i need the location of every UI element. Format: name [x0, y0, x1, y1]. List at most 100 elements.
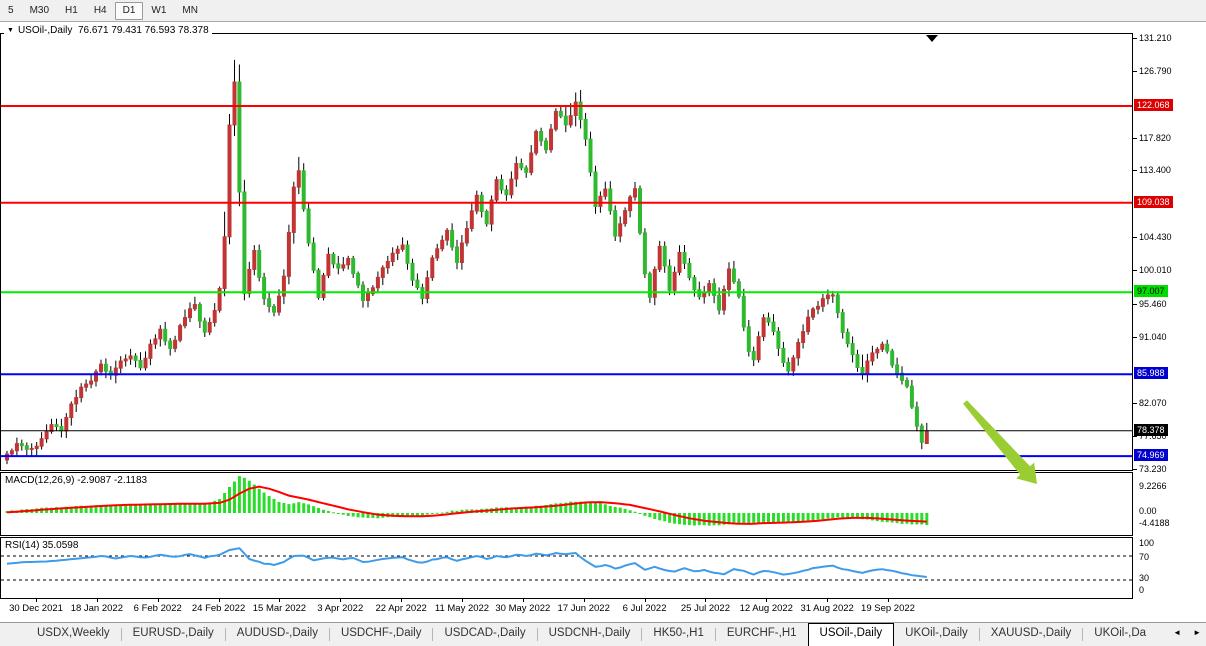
date-tick-label: 3 Apr 2022 [317, 603, 364, 614]
price-tick-mark [1133, 269, 1137, 271]
chart-ohlc-values: 76.671 79.431 76.593 78.378 [77, 25, 209, 36]
price-chart-canvas[interactable] [1, 34, 1132, 470]
tab-separator [328, 628, 330, 641]
chart-shift-marker-icon [926, 35, 938, 42]
hline-price-label: 85.988 [1134, 367, 1168, 380]
rsi-canvas[interactable] [1, 538, 1132, 598]
date-tick-label: 24 Feb 2022 [191, 603, 246, 614]
price-tick-label: 95.460 [1139, 298, 1167, 309]
tab-separator [432, 628, 434, 641]
date-tick-mark [887, 599, 889, 602]
current-price-label: 78.378 [1134, 423, 1168, 436]
timeframe-button-h4[interactable]: H4 [93, 4, 107, 16]
symbol-tab-hk50-h1[interactable]: HK50-,H1 [653, 627, 704, 639]
macd-axis-label: 0.00 [1139, 506, 1157, 516]
price-pane[interactable] [0, 33, 1133, 471]
timeframe-button-h1[interactable]: H1 [65, 4, 78, 16]
date-tick-mark [218, 599, 220, 602]
price-tick-label: 117.820 [1139, 132, 1171, 143]
price-tick-mark [1133, 38, 1137, 39]
macd-label: MACD(12,26,9) -2.9087 -2.1183 [5, 475, 148, 486]
date-tick-mark [36, 599, 37, 602]
rsi-axis-label: 70 [1139, 552, 1150, 562]
timeframe-button-w1[interactable]: W1 [151, 4, 167, 16]
date-tick-mark [340, 599, 342, 602]
price-axis[interactable]: 131.210 126.790 117.820 113.400 104.430 100.0… [1133, 22, 1206, 599]
price-tick-label: 73.230 [1139, 464, 1167, 475]
price-tick-mark [1133, 469, 1137, 471]
date-tick-label: 19 Sep 2022 [861, 603, 915, 614]
date-tick-mark [461, 599, 463, 602]
price-tick-label: 126.790 [1139, 65, 1172, 76]
symbol-tabbar: USDX,Weekly EURUSD-,Daily AUDUSD-,Daily USD… [0, 622, 1206, 646]
date-tick-mark [644, 599, 646, 602]
price-tick-mark [1133, 70, 1137, 72]
rsi-pane[interactable]: RSI(14) 35.0598 [0, 537, 1133, 599]
macd-axis-label: 9.2266 [1139, 481, 1167, 491]
price-tick-mark [1133, 336, 1137, 338]
price-tick-label: 82.070 [1139, 398, 1167, 409]
timeframe-button-5[interactable]: 5 [8, 4, 14, 16]
tab-separator [536, 628, 538, 641]
macd-pane[interactable]: MACD(12,26,9) -2.9087 -2.1183 [0, 472, 1133, 536]
price-tick-label: 131.210 [1139, 33, 1172, 43]
price-tick-mark [1133, 436, 1137, 438]
rsi-axis-label: 30 [1139, 573, 1150, 583]
hline-price-label: 74.969 [1134, 449, 1168, 462]
price-tick-mark [1133, 403, 1137, 405]
symbol-tab-usoil-daily[interactable]: USOil-,Daily [807, 623, 895, 646]
time-axis[interactable]: 30 Dec 2021 18 Jan 2022 6 Feb 2022 24 Feb 2… [0, 599, 1206, 622]
tab-separator [224, 628, 226, 641]
date-tick-label: 25 Jul 2022 [680, 603, 730, 614]
tab-scroll-left-icon[interactable]: ◄ [1173, 628, 1182, 637]
chart-title: ▼ USOil-,Daily 76.671 79.431 76.593 78.37… [4, 25, 212, 36]
price-tick-label: 113.400 [1139, 165, 1171, 176]
price-tick-label: 100.010 [1139, 264, 1172, 275]
date-tick-label: 12 Aug 2022 [739, 603, 793, 614]
price-tick-label: 77.650 [1139, 431, 1167, 442]
price-tick-mark [1133, 170, 1137, 172]
date-tick-mark [522, 599, 524, 602]
date-tick-label: 11 May 2022 [434, 603, 490, 614]
tab-scroll-right-icon[interactable]: ► [1193, 628, 1201, 637]
symbol-tab-ukoil-da[interactable]: UKOil-,Da [1094, 627, 1147, 639]
price-tick-mark [1133, 137, 1137, 139]
timeframe-button-d1[interactable]: D1 [114, 1, 144, 20]
tab-separator [641, 628, 643, 641]
date-tick-label: 18 Jan 2022 [70, 603, 123, 614]
date-tick-mark [827, 599, 829, 602]
hline-price-label: 109.038 [1134, 195, 1173, 208]
tab-separator [714, 628, 716, 641]
symbol-tab-usdx-weekly[interactable]: USDX,Weekly [37, 627, 110, 639]
chart-window[interactable]: ▼ USOil-,Daily 76.671 79.431 76.593 78.37… [0, 22, 1206, 622]
date-tick-label: 30 Dec 2021 [9, 603, 63, 614]
date-tick-label: 30 May 2022 [495, 603, 551, 614]
tab-scroll-buttons: ◄ ► [1170, 626, 1204, 639]
symbol-tab-ukoil-daily[interactable]: UKOil-,Daily [905, 627, 968, 639]
symbol-tab-usdcnh-daily[interactable]: USDCNH-,Daily [548, 627, 631, 639]
date-tick-mark [401, 599, 403, 602]
symbol-tab-audusd-daily[interactable]: AUDUSD-,Daily [236, 627, 318, 639]
rsi-axis-label: 0 [1139, 585, 1145, 595]
chart-dropdown-icon: ▼ [7, 27, 14, 34]
symbol-tab-eurusd-daily[interactable]: EURUSD-,Daily [132, 627, 214, 639]
symbol-tab-xauusd-daily[interactable]: XAUUSD-,Daily [990, 627, 1072, 639]
hline-price-label: 97.007 [1134, 285, 1168, 298]
timeframe-button-m30[interactable]: M30 [29, 4, 50, 16]
date-tick-mark [157, 599, 159, 602]
symbol-tab-usdchf-daily[interactable]: USDCHF-,Daily [340, 627, 422, 639]
symbol-tab-usdcad-daily[interactable]: USDCAD-,Daily [444, 627, 526, 639]
rsi-label: RSI(14) 35.0598 [5, 540, 79, 551]
macd-canvas[interactable] [1, 473, 1132, 535]
timeframe-toolbar: 5 M30 H1 H4 D1 W1 MN [0, 0, 1206, 22]
symbol-tab-eurchf-h1[interactable]: EURCHF-,H1 [726, 627, 797, 639]
date-tick-label: 22 Apr 2022 [375, 603, 427, 614]
macd-axis-label: -4.4188 [1139, 518, 1170, 528]
tab-separator [978, 628, 980, 641]
date-tick-label: 31 Aug 2022 [800, 603, 854, 614]
tab-separator [1082, 628, 1084, 641]
date-tick-mark [279, 599, 281, 602]
date-tick-label: 6 Feb 2022 [133, 603, 182, 614]
timeframe-button-mn[interactable]: MN [182, 4, 198, 16]
date-tick-mark [766, 599, 768, 602]
